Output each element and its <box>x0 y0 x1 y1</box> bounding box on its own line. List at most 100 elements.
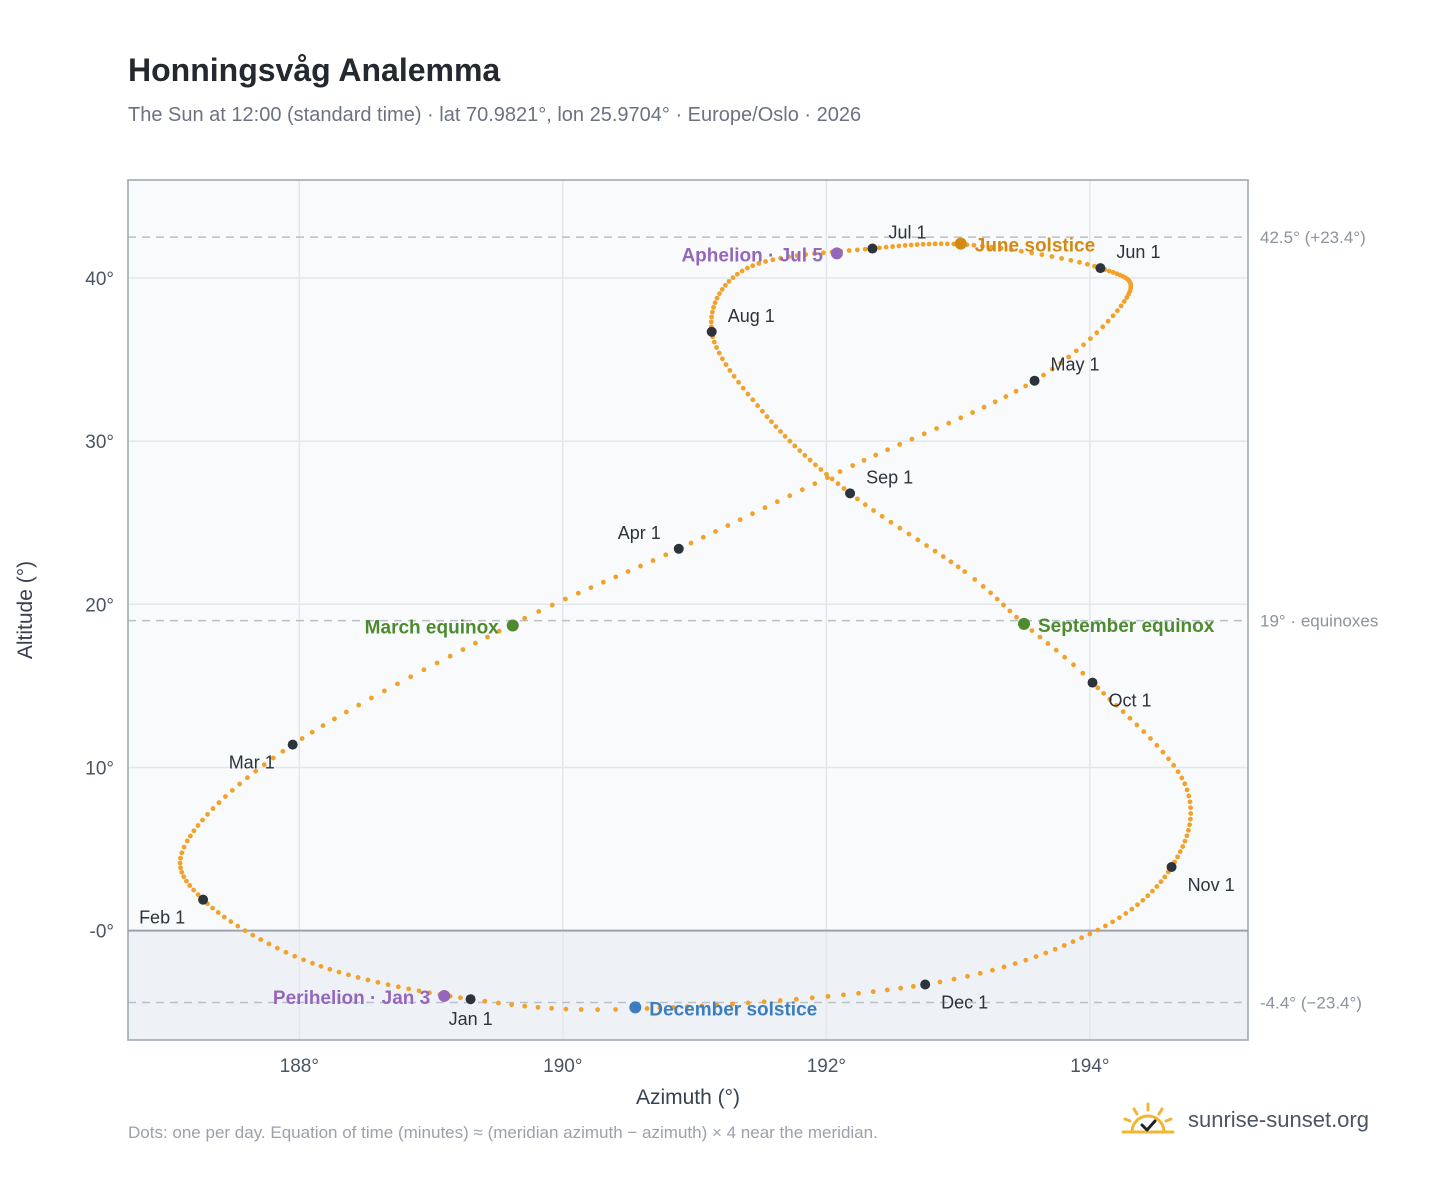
daily-sun-dot <box>1023 383 1029 389</box>
daily-sun-dot <box>778 255 783 261</box>
daily-sun-dot <box>1184 833 1190 839</box>
daily-sun-dot <box>896 243 902 249</box>
event-label: Aphelion · Jul 5 <box>681 245 823 266</box>
daily-sun-dot <box>946 420 952 426</box>
event-marker <box>438 989 451 1002</box>
event-marker <box>954 237 967 250</box>
event-label: June solstice <box>975 236 1095 257</box>
daily-sun-dot <box>915 537 921 543</box>
daily-sun-dot <box>522 615 528 621</box>
daily-sun-dot <box>1073 348 1079 354</box>
month-label: Apr 1 <box>618 523 661 543</box>
daily-sun-dot <box>908 242 914 248</box>
daily-sun-dot <box>977 970 983 976</box>
daily-sun-dot <box>1052 946 1058 952</box>
daily-sun-dot <box>709 309 715 315</box>
daily-sun-dot <box>299 736 305 741</box>
daily-sun-dot <box>714 345 719 350</box>
daily-sun-dot <box>210 806 216 811</box>
event-marker <box>506 619 519 632</box>
daily-sun-dot <box>944 241 950 247</box>
daily-sun-dot <box>1114 308 1120 314</box>
daily-sun-dot <box>708 319 714 325</box>
daily-sun-dot <box>578 1007 584 1012</box>
month-marker <box>465 994 476 1005</box>
daily-sun-dot <box>1121 299 1127 304</box>
event-label: March equinox <box>365 618 500 639</box>
daily-sun-dot <box>1120 709 1126 715</box>
daily-sun-dot <box>408 674 414 680</box>
daily-sun-dot <box>1185 827 1191 833</box>
daily-sun-dot <box>292 953 298 959</box>
daily-sun-dot <box>951 976 957 982</box>
daily-sun-dot <box>962 569 968 575</box>
daily-sun-dot <box>1158 879 1164 885</box>
daily-sun-dot <box>1166 756 1171 762</box>
daily-sun-dot <box>1014 614 1019 620</box>
month-marker <box>1087 677 1098 688</box>
daily-sun-dot <box>1135 902 1140 908</box>
daily-sun-dot <box>713 529 718 534</box>
daily-sun-dot <box>870 989 876 995</box>
daily-sun-dot <box>716 350 722 356</box>
daily-sun-dot <box>179 869 185 875</box>
month-marker <box>845 488 856 499</box>
daily-sun-dot <box>762 505 768 511</box>
daily-sun-dot <box>802 452 808 458</box>
daily-sun-dot <box>803 252 809 257</box>
daily-sun-dot <box>250 932 256 938</box>
daily-sun-dot <box>1049 254 1055 259</box>
daily-sun-dot <box>1023 957 1029 963</box>
daily-sun-dot <box>723 362 729 367</box>
daily-sun-dot <box>1079 935 1084 941</box>
daily-sun-dot <box>638 563 643 569</box>
daily-sun-dot <box>301 957 306 963</box>
daily-sun-dot <box>1095 685 1101 691</box>
event-label: December solstice <box>649 999 817 1020</box>
month-label: Aug 1 <box>728 306 775 326</box>
daily-sun-dot <box>924 543 929 548</box>
daily-sun-dot <box>1148 736 1153 741</box>
daily-sun-dot <box>855 496 860 502</box>
y-tick-label: 40° <box>85 269 114 290</box>
daily-sun-dot <box>934 426 939 431</box>
reference-line-label: 42.5° (+23.4°) <box>1260 228 1366 247</box>
daily-sun-dot <box>786 254 792 260</box>
month-marker <box>920 979 931 990</box>
brand[interactable]: sunrise-sunset.org <box>1120 1102 1369 1138</box>
daily-sun-dot <box>981 404 987 410</box>
daily-sun-dot <box>906 531 912 537</box>
month-marker <box>198 894 209 905</box>
daily-sun-dot <box>1018 248 1024 254</box>
event-marker <box>1018 617 1030 630</box>
daily-sun-dot <box>980 243 985 249</box>
daily-sun-dot <box>734 271 740 277</box>
daily-sun-dot <box>375 979 381 985</box>
daily-sun-dot <box>740 385 746 391</box>
daily-sun-dot <box>897 525 903 531</box>
daily-sun-dot <box>714 1002 720 1008</box>
daily-sun-dot <box>447 653 453 659</box>
daily-sun-dot <box>1077 259 1082 265</box>
daily-sun-dot <box>711 304 716 310</box>
month-marker <box>1166 862 1177 873</box>
daily-sun-dot <box>191 828 197 834</box>
daily-sun-dot <box>310 960 315 966</box>
daily-sun-dot <box>862 246 868 252</box>
daily-sun-dot <box>1154 884 1160 889</box>
daily-sun-dot <box>1088 336 1093 342</box>
daily-sun-dot <box>210 905 216 911</box>
y-tick-label: 20° <box>85 595 114 616</box>
daily-sun-dot <box>932 548 938 554</box>
daily-sun-dot <box>178 865 183 871</box>
daily-sun-dot <box>1101 690 1107 696</box>
daily-sun-dot <box>958 415 964 421</box>
daily-sun-dot <box>522 1003 528 1009</box>
page-subtitle: The Sun at 12:00 (standard time) · lat 7… <box>128 104 862 126</box>
daily-sun-dot <box>613 574 619 580</box>
month-label: Nov 1 <box>1188 875 1235 895</box>
daily-sun-dot <box>205 811 210 817</box>
daily-sun-dot <box>473 640 478 646</box>
daily-sun-dot <box>195 823 201 828</box>
daily-sun-dot <box>549 1005 554 1011</box>
